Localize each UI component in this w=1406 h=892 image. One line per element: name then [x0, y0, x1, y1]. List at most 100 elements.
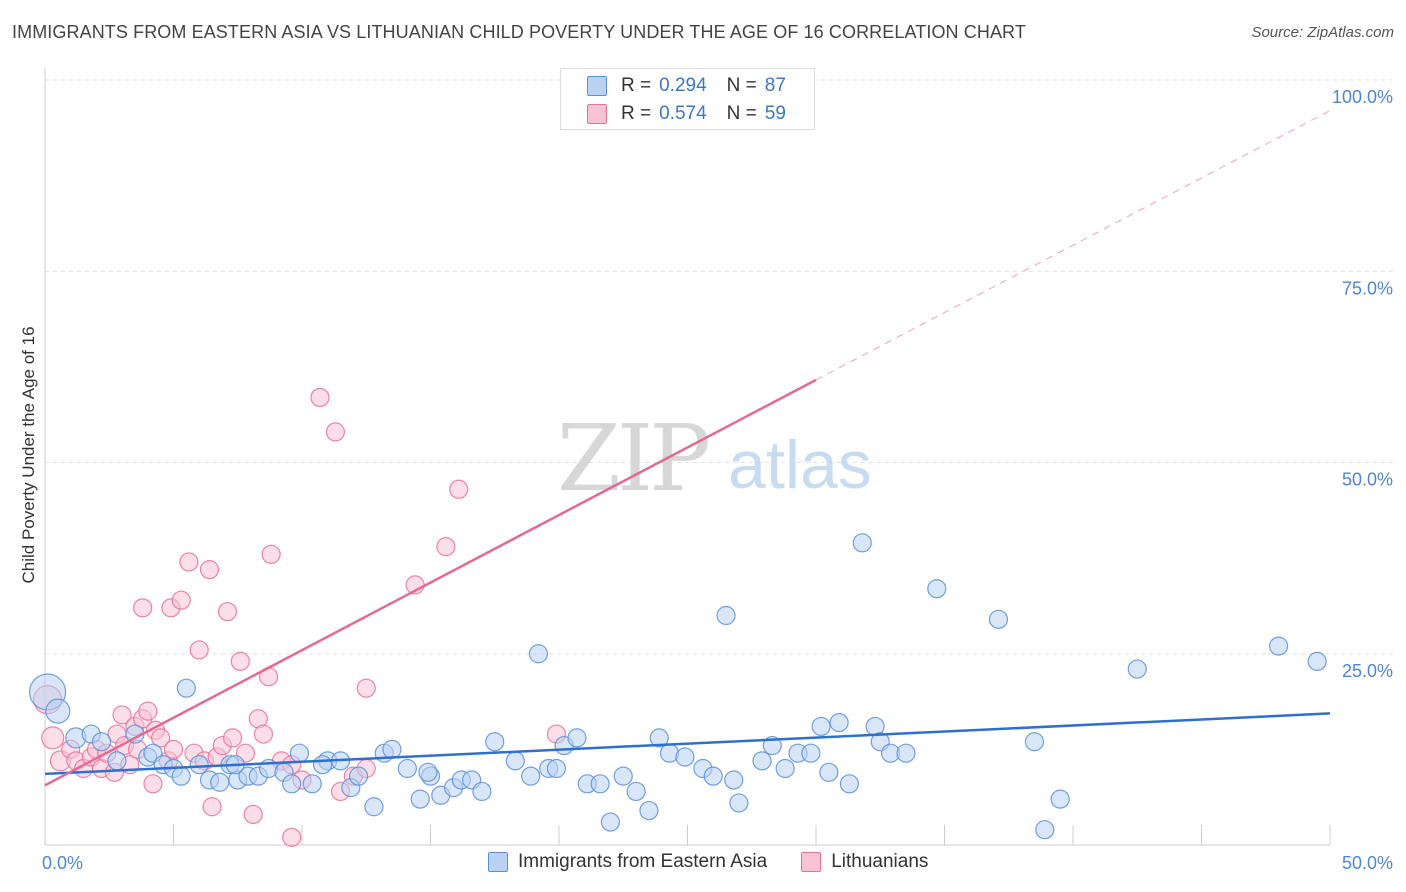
eastern-asia-point-58	[716, 605, 736, 626]
eastern-asia-point-52	[639, 800, 659, 821]
eastern-asia-point-69	[852, 533, 872, 553]
eastern-asia-point-84	[418, 762, 438, 782]
eastern-asia-point-22	[282, 774, 302, 794]
grid-lines	[45, 79, 1395, 655]
eastern-asia-point-13	[189, 755, 209, 775]
eastern-asia-point-1	[45, 698, 71, 724]
lithuanians-point-53	[356, 678, 376, 698]
lithuanians-point-27	[179, 552, 199, 572]
eastern-asia-point-51	[626, 781, 646, 802]
stats-row-series1: R = 0.294 N = 87	[587, 75, 786, 97]
eastern-asia-point-57	[703, 766, 723, 786]
series2-r-label: R =	[621, 103, 652, 124]
eastern-asia-point-59	[729, 793, 749, 813]
y-axis-label: Child Poverty Under the Age of 16	[19, 326, 38, 583]
eastern-asia-point-60	[752, 751, 772, 771]
eastern-asia-point-65	[811, 716, 831, 737]
lithuanians-point-12	[112, 705, 132, 725]
eastern-asia-point-68	[839, 774, 860, 794]
eastern-asia-point-81	[1307, 651, 1327, 672]
eastern-asia-point-79	[1127, 659, 1147, 679]
lithuanians-point-36	[223, 728, 243, 748]
eastern-asia-point-5	[107, 751, 127, 771]
lithuanians-point-46	[282, 827, 302, 847]
stats-row-series2: R = 0.574 N = 59	[587, 103, 786, 125]
lithuanians-point-37	[230, 651, 250, 672]
eastern-asia-point-78	[1050, 789, 1070, 809]
eastern-asia-point-15	[210, 772, 230, 792]
lithuanians-point-1	[41, 726, 65, 750]
eastern-asia-point-12	[176, 678, 196, 698]
legend-label-eastern-asia: Immigrants from Eastern Asia	[518, 851, 768, 872]
lithuanians-point-22	[151, 728, 171, 748]
lithuanians-point-29	[189, 640, 209, 660]
eastern-asia-point-86	[724, 770, 744, 790]
y-tick-label-0: 25.0%	[1342, 661, 1393, 681]
eastern-asia-point-33	[410, 789, 430, 809]
data-points	[28, 70, 1327, 847]
y-tick-label-2: 75.0%	[1342, 278, 1393, 298]
eastern-asia-point-48	[590, 774, 610, 794]
lithuanians-point-32	[202, 797, 222, 817]
eastern-asia-point-66	[819, 762, 839, 782]
lithuanians-point-31	[199, 559, 220, 580]
series1-n-value: 87	[764, 75, 786, 96]
y-tick-label-1: 50.0%	[1342, 470, 1393, 490]
eastern-asia-point-85	[546, 758, 567, 779]
eastern-asia-point-74	[927, 579, 947, 599]
legend-swatch-eastern-asia	[488, 852, 508, 872]
eastern-asia-point-39	[472, 781, 492, 802]
eastern-asia-point-23	[289, 743, 310, 763]
lithuanians-point-26	[171, 590, 191, 610]
lithuanians-point-20	[143, 774, 163, 794]
lithuanians-point-48	[310, 387, 330, 408]
series2-swatch	[587, 104, 607, 124]
y-tick-label-3: 100.0%	[1332, 87, 1393, 107]
eastern-asia-point-77	[1035, 820, 1055, 840]
eastern-asia-point-53	[649, 728, 669, 748]
series2-n-value: 59	[764, 103, 786, 124]
tick-labels: 25.0% 50.0% 75.0% 100.0% 0.0% 50.0%	[42, 87, 1393, 873]
trend-lines	[44, 110, 1331, 787]
eastern-asia-point-67	[829, 712, 849, 733]
eastern-asia-point-49	[600, 812, 621, 832]
legend-item-eastern-asia[interactable]: Immigrants from Eastern Asia	[488, 851, 767, 873]
x-tick-label-start: 0.0%	[42, 853, 83, 873]
lithuanians-point-18	[133, 598, 153, 618]
eastern-asia-point-29	[364, 797, 384, 817]
chart-title: IMMIGRANTS FROM EASTERN ASIA VS LITHUANI…	[12, 22, 1026, 42]
eastern-asia-point-40	[485, 732, 505, 752]
eastern-asia-point-83	[312, 755, 333, 775]
axes	[44, 68, 1331, 846]
eastern-asia-point-80	[1268, 636, 1289, 656]
eastern-asia-point-31	[382, 739, 402, 759]
eastern-asia-point-11	[171, 766, 191, 786]
series1-r-value: 0.294	[659, 75, 707, 96]
eastern-asia-point-75	[988, 609, 1009, 629]
watermark: ZIP atlas	[557, 405, 872, 512]
eastern-asia-point-42	[521, 766, 541, 786]
watermark-zip: ZIP	[557, 405, 708, 512]
lithuanians-point-41	[253, 724, 274, 744]
eastern-asia-point-24	[302, 774, 322, 794]
bottom-legend: Immigrants from Eastern Asia Lithuanians	[488, 851, 962, 873]
eastern-asia-point-76	[1024, 732, 1045, 752]
eastern-asia-point-64	[801, 743, 821, 763]
lithuanians-point-39	[243, 804, 263, 825]
eastern-asia-point-50	[613, 766, 633, 786]
series1-r-label: R =	[621, 75, 652, 96]
series1-n-label: N =	[726, 75, 757, 96]
stats-legend: R = 0.294 N = 87 R = 0.574 N = 59	[560, 68, 815, 130]
lithuanians-point-35	[217, 602, 238, 622]
chart-source: Source: ZipAtlas.com	[1251, 24, 1394, 41]
eastern-asia-point-32	[397, 758, 417, 779]
watermark-atlas: atlas	[728, 427, 872, 503]
series2-n-label: N =	[726, 103, 757, 124]
series2-r-value: 0.574	[659, 103, 707, 124]
eastern-asia-point-4	[91, 732, 112, 752]
lithuanians-point-56	[449, 479, 469, 499]
eastern-asia-point-55	[675, 747, 695, 767]
legend-item-lithuanians[interactable]: Lithuanians	[801, 851, 928, 873]
eastern-asia-point-73	[896, 743, 916, 763]
